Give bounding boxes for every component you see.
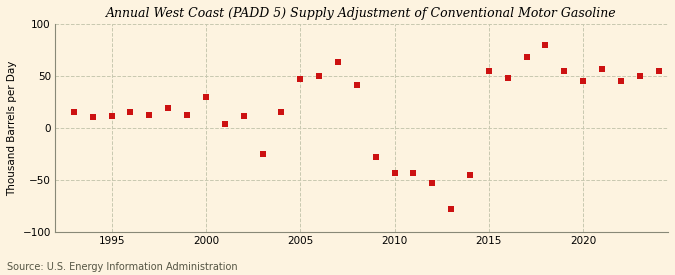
- Point: [540, 43, 551, 47]
- Point: [559, 68, 570, 73]
- Point: [276, 110, 287, 114]
- Title: Annual West Coast (PADD 5) Supply Adjustment of Conventional Motor Gasoline: Annual West Coast (PADD 5) Supply Adjust…: [106, 7, 617, 20]
- Point: [182, 113, 192, 118]
- Point: [502, 76, 513, 80]
- Point: [616, 79, 626, 83]
- Point: [125, 110, 136, 114]
- Point: [200, 95, 211, 99]
- Point: [578, 79, 589, 83]
- Text: Source: U.S. Energy Information Administration: Source: U.S. Energy Information Administ…: [7, 262, 238, 272]
- Point: [653, 68, 664, 73]
- Point: [219, 122, 230, 126]
- Point: [521, 55, 532, 59]
- Point: [314, 74, 325, 78]
- Point: [333, 60, 344, 65]
- Point: [238, 114, 249, 119]
- Point: [597, 66, 608, 71]
- Point: [106, 114, 117, 119]
- Point: [257, 152, 268, 156]
- Point: [634, 74, 645, 78]
- Point: [144, 113, 155, 118]
- Point: [389, 170, 400, 175]
- Point: [464, 172, 475, 177]
- Point: [427, 181, 437, 185]
- Point: [163, 106, 173, 110]
- Point: [295, 77, 306, 81]
- Point: [446, 207, 456, 211]
- Y-axis label: Thousand Barrels per Day: Thousand Barrels per Day: [7, 60, 17, 196]
- Point: [371, 155, 381, 159]
- Point: [483, 68, 494, 73]
- Point: [68, 110, 79, 114]
- Point: [87, 115, 98, 120]
- Point: [408, 170, 418, 175]
- Point: [352, 83, 362, 87]
